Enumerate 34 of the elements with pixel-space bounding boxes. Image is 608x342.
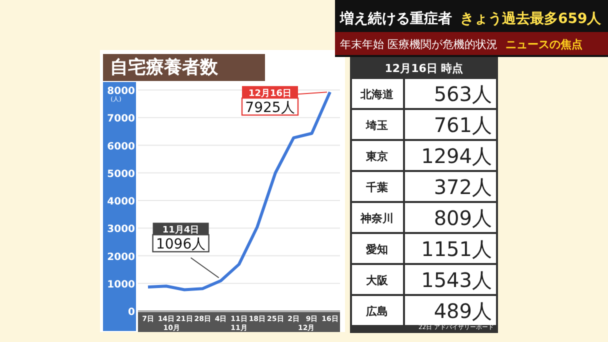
text: 372人 (434, 175, 492, 199)
text: 千葉 (365, 181, 388, 194)
y-tick-label: 2000 (107, 252, 136, 263)
text: きょう過去最多659人 (460, 11, 602, 27)
text: 1151人 (421, 237, 492, 261)
text: 東京 (365, 150, 388, 163)
text: 愛知 (366, 243, 388, 256)
text: 761人 (434, 113, 492, 137)
text: 1294人 (421, 144, 492, 168)
chart-title: 自宅療養者数 (110, 57, 219, 78)
y-tick-label: 6000 (107, 141, 136, 152)
y-tick-label: 7000 (107, 114, 136, 125)
text: 増え続ける重症者 (339, 10, 452, 27)
text: 809人 (434, 206, 492, 230)
y-tick-label: 0 (128, 307, 136, 318)
line-series (146, 90, 332, 292)
text: 年末年始 医療機関が危機的状況 (340, 38, 498, 51)
y-tick-label: 3000 (107, 224, 136, 236)
text: 埼玉 (365, 119, 388, 132)
y-tick-label: 5000 (107, 168, 136, 180)
text: 1543人 (421, 268, 492, 292)
y-tick-label: 8000 (107, 86, 136, 97)
text: 北海道 (360, 88, 394, 101)
y-tick-label: 1000 (107, 279, 136, 290)
text: 12月16日 時点 (384, 62, 464, 75)
text: 大阪 (366, 274, 389, 287)
text: 563人 (434, 82, 492, 106)
text: 広島 (365, 305, 388, 318)
annotation: 11月4日 1096人 (156, 224, 206, 253)
text: ニュースの焦点 (506, 38, 582, 51)
y-tick-label: 4000 (107, 196, 136, 208)
text: 神奈川 (360, 212, 394, 225)
text: 489人 (434, 299, 492, 323)
annotation: 12月16日 7925人 (245, 88, 295, 116)
